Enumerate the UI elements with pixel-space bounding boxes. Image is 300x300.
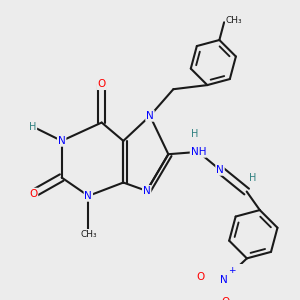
Text: O: O <box>29 188 38 199</box>
Text: O: O <box>196 272 204 282</box>
Text: N: N <box>220 275 228 285</box>
Text: N: N <box>85 191 92 201</box>
Text: CH₃: CH₃ <box>80 230 97 239</box>
Text: O: O <box>98 79 106 89</box>
Text: +: + <box>228 266 235 274</box>
Text: NH: NH <box>190 147 206 157</box>
Text: N: N <box>143 186 151 196</box>
Text: H: H <box>249 172 256 182</box>
Text: H: H <box>190 128 198 139</box>
Text: O: O <box>221 297 229 300</box>
Text: N: N <box>146 111 154 121</box>
Text: N: N <box>58 136 65 146</box>
Text: CH₃: CH₃ <box>226 16 242 25</box>
Text: -: - <box>232 299 235 300</box>
Text: N: N <box>216 165 224 175</box>
Text: H: H <box>29 122 36 131</box>
